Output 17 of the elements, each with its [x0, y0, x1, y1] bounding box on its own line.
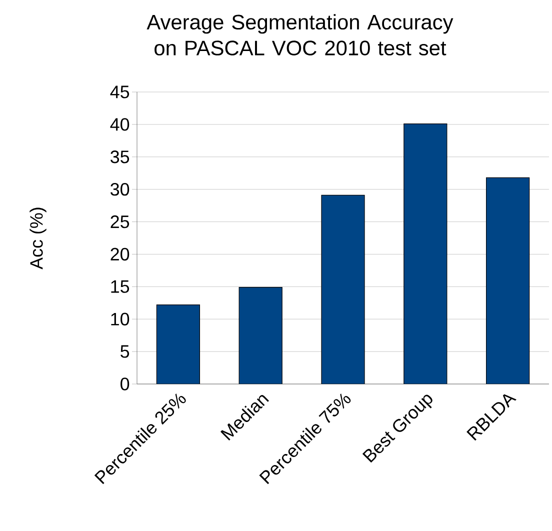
y-tick-label: 40 [110, 118, 130, 131]
y-tick-label: 5 [120, 345, 130, 358]
y-tick-label: 45 [110, 86, 130, 98]
y-tick-label: 35 [110, 150, 130, 164]
bar [486, 177, 530, 384]
chart-title: Average Segmentation Accuracy on PASCAL VOC 2010 test set [146, 14, 454, 56]
bar [156, 304, 200, 384]
y-tick-label: 15 [111, 280, 130, 293]
y-tick-label: 20 [110, 248, 130, 261]
bar [238, 287, 282, 384]
y-tick-label: 0 [120, 378, 130, 390]
bar [404, 123, 448, 384]
y-tick-label: 25 [110, 215, 130, 228]
y-axis-title: Acc (%) [30, 208, 46, 270]
y-tick-label: 30 [110, 182, 130, 196]
bar [321, 194, 365, 384]
y-tick-label: 10 [111, 312, 130, 326]
